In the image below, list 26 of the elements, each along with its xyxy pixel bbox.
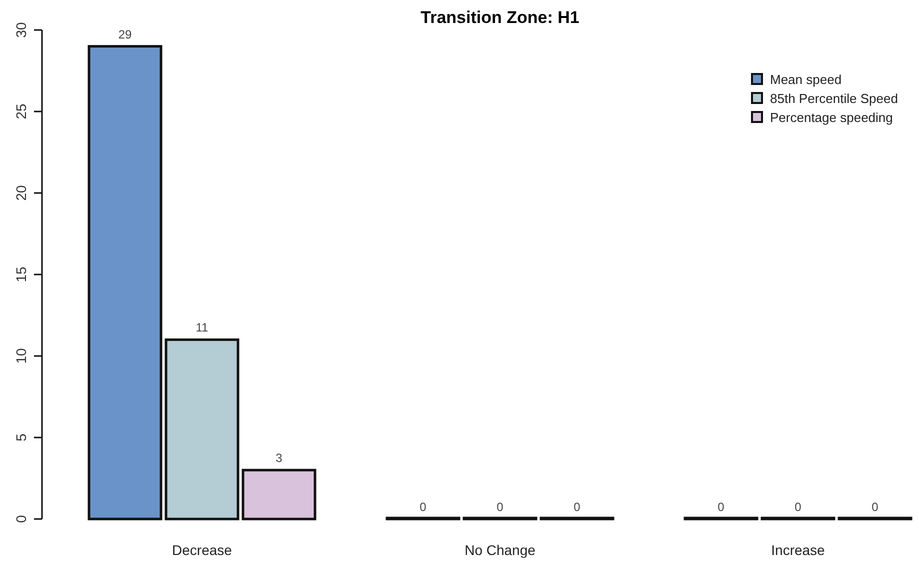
y-tick-label: 5 [13, 433, 29, 442]
x-tick-label: No Change [464, 542, 536, 558]
data-label: 0 [574, 500, 581, 514]
bar [164, 338, 240, 520]
y-tick-label: 25 [13, 104, 29, 120]
data-label: 29 [118, 27, 132, 42]
y-tick-label: 20 [13, 185, 29, 201]
legend-label: Mean speed [770, 72, 842, 87]
data-label: 0 [872, 500, 879, 514]
data-label: 0 [496, 500, 504, 514]
x-tick-label: Decrease [172, 542, 232, 558]
data-label: 11 [196, 320, 209, 335]
y-tick-label: 15 [13, 266, 29, 282]
legend-label: 85th Percentile Speed [770, 91, 898, 106]
bar [88, 45, 162, 520]
data-label: 0 [794, 500, 802, 514]
data-label: 0 [718, 500, 725, 514]
x-tick-label: Increase [771, 542, 826, 558]
data-label: 0 [420, 500, 427, 514]
legend-label: Percentage speeding [770, 110, 893, 125]
y-tick-label: 0 [13, 514, 29, 523]
y-tick-label: 30 [13, 22, 29, 38]
bar [242, 468, 316, 520]
chart-title: Transition Zone: H1 [420, 8, 580, 27]
y-tick-label: 10 [13, 348, 29, 364]
data-label: 3 [276, 451, 283, 466]
